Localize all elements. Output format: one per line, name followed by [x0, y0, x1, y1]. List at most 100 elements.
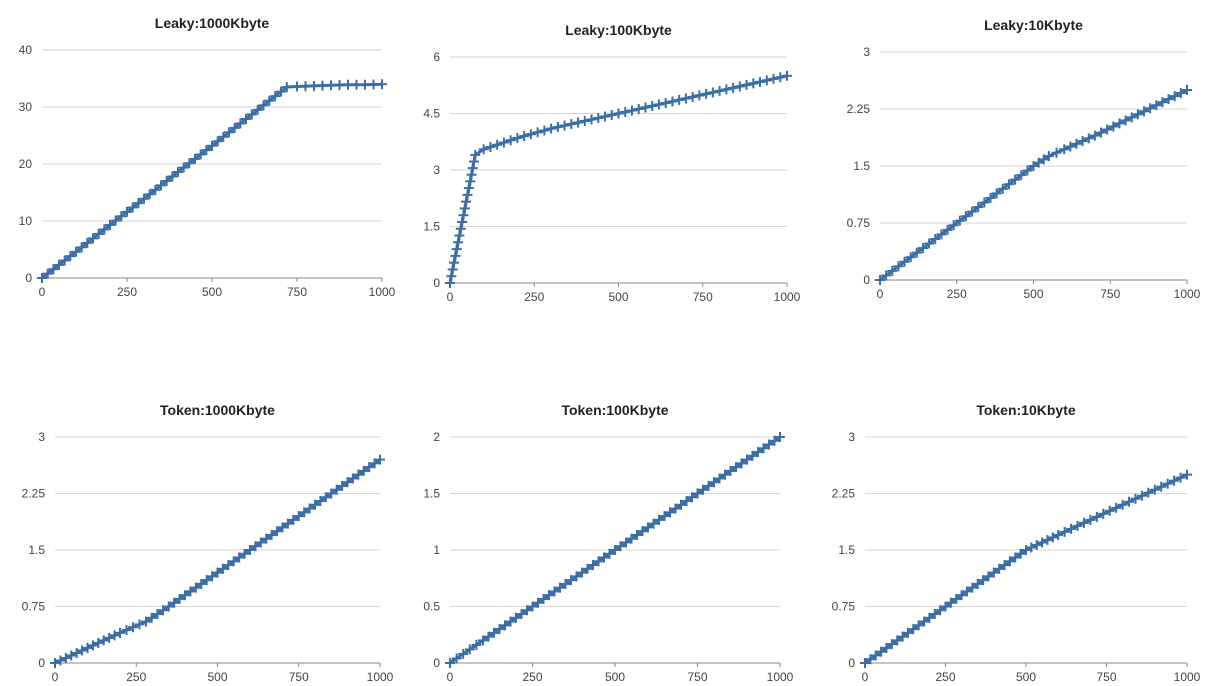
data-point — [758, 443, 769, 454]
data-point — [615, 541, 626, 552]
data-point — [1004, 556, 1015, 567]
y-tick-label: 0 — [863, 273, 870, 287]
data-point — [924, 238, 935, 249]
data-point — [505, 616, 516, 627]
data-point — [1139, 106, 1150, 117]
chart-panel-5: Token:10Kbyte 0 0.75 1.5 2.25 3 0 250 500 750 1000 — [832, 402, 1201, 684]
data-point — [217, 563, 228, 574]
chart-panel-3: Token:1000Kbyte 0 0.75 1.5 2.25 3 0 250 500 750 10… — [22, 402, 394, 684]
data-point — [454, 230, 465, 241]
data-point — [190, 582, 201, 593]
data-point — [196, 578, 207, 589]
chart-panel-4: Token:100Kbyte 0 0.5 1 1.5 2 0 250 500 750 1000 — [423, 402, 793, 684]
data-point — [1182, 85, 1192, 95]
y-tick-label: 0 — [433, 656, 440, 670]
y-tick-label: 30 — [19, 100, 33, 114]
data-point — [902, 627, 913, 638]
data-point — [1091, 511, 1102, 522]
data-point — [185, 586, 196, 597]
data-point — [881, 270, 892, 281]
x-tick-label: 750 — [687, 670, 707, 684]
data-point — [640, 102, 651, 113]
data-point — [532, 127, 543, 138]
data-point — [985, 192, 996, 203]
data-point — [539, 125, 550, 136]
data-point — [492, 139, 503, 150]
data-point — [1010, 174, 1021, 185]
data-point — [139, 193, 149, 204]
data-point — [761, 75, 772, 86]
y-tick-label: 0.75 — [847, 216, 871, 230]
data-point — [676, 499, 686, 510]
data-point — [127, 202, 138, 213]
data-point — [275, 86, 286, 97]
data-point — [720, 469, 730, 480]
data-point — [293, 511, 304, 522]
data-point — [146, 612, 157, 623]
data-point — [582, 563, 593, 574]
x-tick-label: 250 — [947, 287, 967, 301]
data-point — [555, 582, 565, 593]
data-point — [860, 658, 870, 668]
data-point — [1089, 130, 1100, 141]
data-point — [1130, 493, 1141, 504]
data-point — [604, 548, 615, 559]
data-point — [71, 647, 82, 658]
data-point — [212, 567, 223, 578]
y-tick-label: 0 — [848, 656, 855, 670]
y-tick-label: 2.25 — [832, 487, 856, 501]
data-point — [451, 244, 462, 255]
data-point — [87, 640, 98, 651]
data-point — [224, 127, 234, 138]
data-point — [462, 189, 473, 200]
y-tick-label: 0.75 — [22, 600, 46, 614]
y-tick-label: 1.5 — [28, 543, 45, 557]
data-point — [1143, 487, 1154, 498]
data-point — [956, 590, 967, 601]
data-point — [347, 473, 358, 484]
data-point — [936, 229, 947, 240]
x-tick-label: 0 — [39, 285, 46, 299]
data-point — [450, 250, 461, 261]
data-point — [940, 601, 951, 612]
data-point — [180, 590, 190, 601]
data-point — [489, 627, 499, 638]
data-point — [680, 93, 691, 104]
data-point — [207, 140, 217, 151]
data-point — [1026, 542, 1037, 553]
x-tick-label: 500 — [1016, 670, 1036, 684]
data-point — [698, 484, 708, 495]
x-tick-label: 250 — [522, 670, 542, 684]
data-point — [447, 264, 458, 275]
data-point — [681, 496, 692, 507]
data-point — [626, 105, 637, 116]
data-point — [1096, 127, 1107, 138]
data-point — [364, 462, 375, 473]
data-point — [115, 627, 125, 638]
data-point — [326, 80, 336, 91]
data-point — [358, 465, 369, 476]
data-point — [201, 145, 212, 156]
x-tick-label: 500 — [202, 285, 222, 299]
data-point — [494, 624, 505, 635]
data-point — [674, 94, 685, 105]
data-point — [282, 518, 293, 529]
data-point — [948, 220, 959, 231]
data-point — [234, 552, 245, 563]
data-point — [264, 95, 275, 106]
data-point — [613, 108, 624, 119]
x-tick-label: 1000 — [369, 285, 396, 299]
data-point — [88, 233, 98, 244]
y-tick-label: 3 — [848, 430, 855, 444]
y-tick-label: 0.5 — [423, 600, 440, 614]
data-point — [116, 211, 127, 222]
data-point — [48, 264, 59, 275]
data-point — [76, 242, 87, 253]
data-point — [659, 511, 670, 522]
data-point — [654, 514, 664, 525]
x-tick-label: 250 — [524, 290, 544, 304]
data-point — [571, 571, 582, 582]
data-point — [647, 100, 658, 111]
data-point — [1078, 517, 1089, 528]
y-tick-label: 40 — [19, 43, 33, 57]
